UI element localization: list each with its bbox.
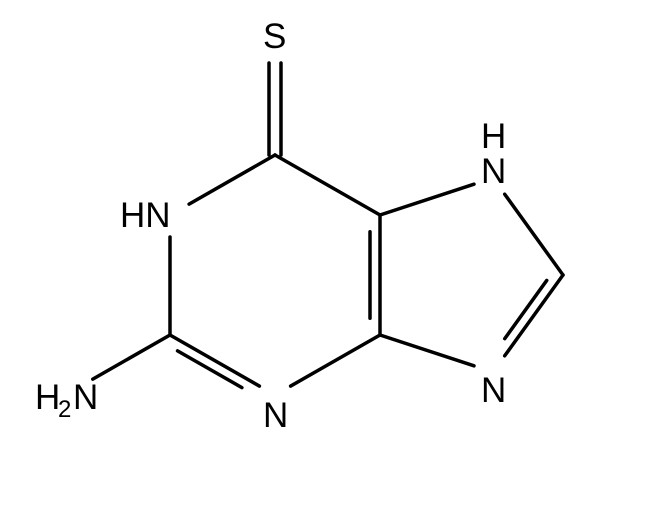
atom-label: N xyxy=(263,396,288,435)
bond xyxy=(505,280,547,338)
atom-label: S xyxy=(263,17,286,56)
bond xyxy=(380,335,474,366)
bond xyxy=(275,155,380,215)
atom-label: N xyxy=(73,378,98,417)
bond xyxy=(291,335,380,386)
bond xyxy=(380,184,474,215)
atom-label: N xyxy=(481,152,506,191)
atom-label: HN xyxy=(120,196,171,235)
atom-subscript: 2 xyxy=(58,396,71,423)
atom-label: H xyxy=(35,378,60,417)
bond xyxy=(505,275,563,356)
bond xyxy=(170,335,259,386)
molecule-diagram: HNNSHNNH2N xyxy=(0,0,650,508)
bond xyxy=(189,155,275,204)
atom-label: N xyxy=(481,371,506,410)
bond xyxy=(505,194,563,275)
atom-label: H xyxy=(481,117,506,156)
bond xyxy=(93,335,170,379)
